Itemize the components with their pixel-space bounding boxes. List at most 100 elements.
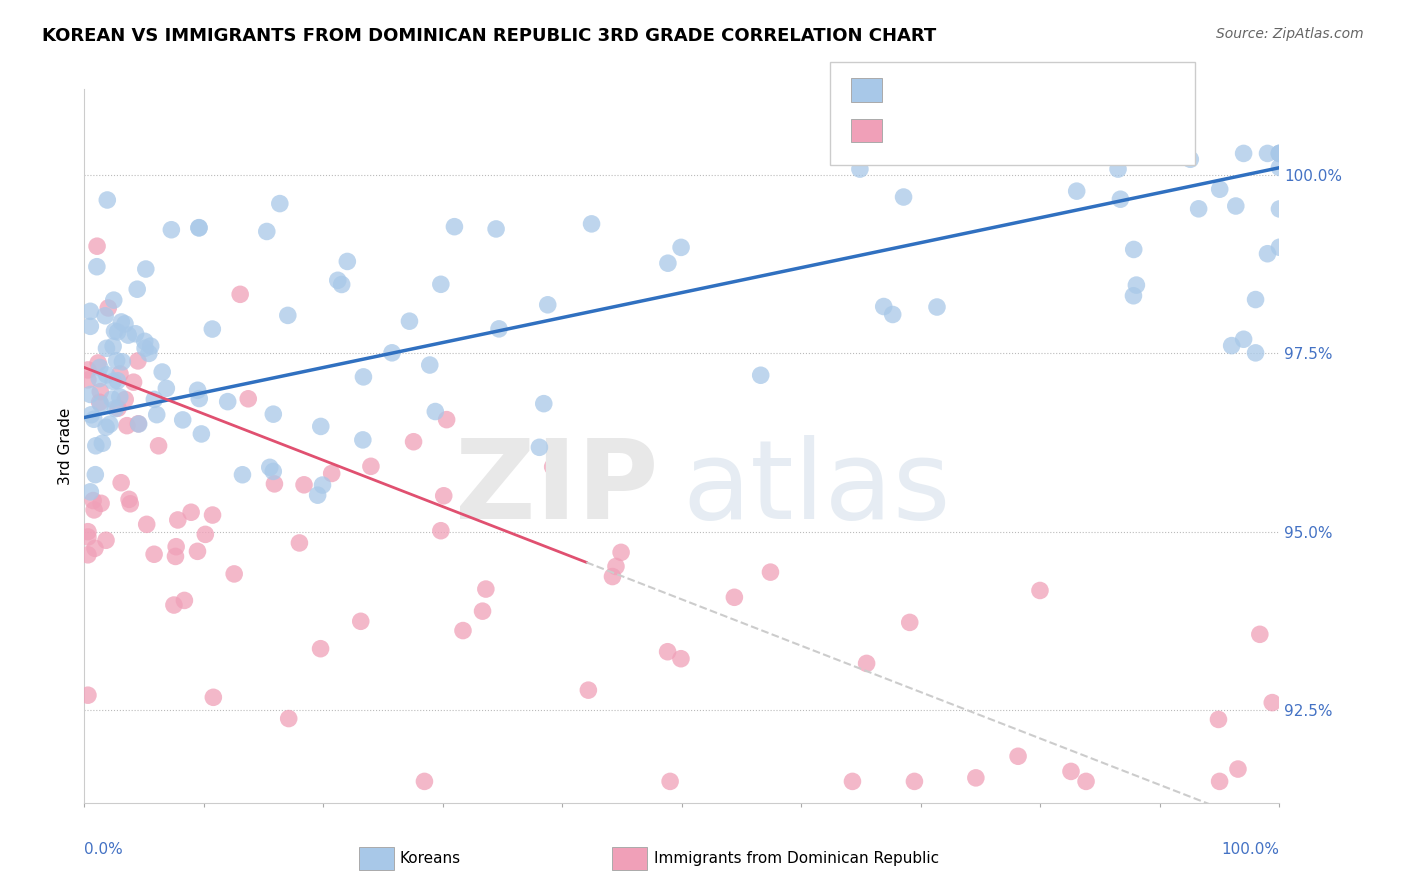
Point [433,489,456,503]
Point [96,341,118,355]
Text: N =: N = [1019,122,1056,136]
Point [108,367,131,381]
Point [107,401,129,416]
Point [1122,243,1144,257]
Point [1244,346,1267,360]
Point [1268,202,1291,216]
Text: 82: 82 [1062,122,1084,136]
Point [311,478,333,492]
Point [882,308,904,322]
Point [759,565,782,579]
Point [256,225,278,239]
Point [96,368,118,382]
Point [79,319,101,334]
Point [1268,146,1291,161]
Point [1066,184,1088,198]
Point [86,239,108,253]
Point [217,394,239,409]
Point [1208,774,1230,789]
Point [610,545,633,559]
Point [188,221,211,235]
Point [148,439,170,453]
Point [1257,146,1279,161]
Point [443,219,465,234]
Point [425,404,447,418]
Point [188,220,211,235]
Point [194,527,217,541]
Point [103,293,125,307]
Point [83,503,105,517]
Point [1122,289,1144,303]
Point [135,517,157,532]
Point [172,413,194,427]
Point [350,615,373,629]
Point [330,277,353,292]
Point [488,322,510,336]
Point [1060,764,1083,779]
Point [1220,338,1243,352]
Text: N =: N = [1019,82,1056,96]
Point [122,375,145,389]
Point [94,309,117,323]
Point [576,683,599,698]
Point [321,467,343,481]
Point [89,395,111,409]
Point [160,223,183,237]
Point [1188,202,1211,216]
Point [77,373,100,387]
Point [187,384,209,398]
Point [90,397,112,411]
Point [262,464,284,478]
Point [87,356,110,370]
Point [398,314,420,328]
Point [471,604,494,618]
Point [224,566,246,581]
Text: 0.540: 0.540 [932,82,983,96]
Point [150,365,173,379]
Point [105,353,128,368]
Point [1233,332,1256,346]
Point [903,774,925,789]
Point [77,530,100,544]
Point [1029,583,1052,598]
Point [1257,246,1279,260]
Point [723,591,745,605]
Point [326,273,349,287]
Point [309,641,332,656]
Point [229,287,252,301]
Point [581,217,603,231]
Point [97,301,120,315]
Point [83,412,105,426]
Point [91,436,114,450]
Point [1035,146,1057,161]
Point [143,547,166,561]
Point [82,493,104,508]
Point [77,363,100,377]
Point [101,392,124,406]
Point [110,315,132,329]
Point [605,559,627,574]
Point [1024,146,1046,161]
Point [277,712,299,726]
Point [352,433,374,447]
Point [111,355,134,369]
Point [402,434,425,449]
Point [165,549,187,564]
Point [79,484,101,499]
Point [202,690,225,705]
Point [134,334,156,349]
Text: 0.0%: 0.0% [84,842,124,857]
Point [166,513,188,527]
Point [657,256,679,270]
Point [114,392,136,407]
Point [529,440,551,454]
Point [965,771,987,785]
Point [360,459,382,474]
Point [430,277,453,292]
Point [1268,146,1291,161]
Point [165,540,187,554]
Point [94,420,117,434]
Point [104,401,127,416]
Point [188,392,211,406]
Point [1007,749,1029,764]
